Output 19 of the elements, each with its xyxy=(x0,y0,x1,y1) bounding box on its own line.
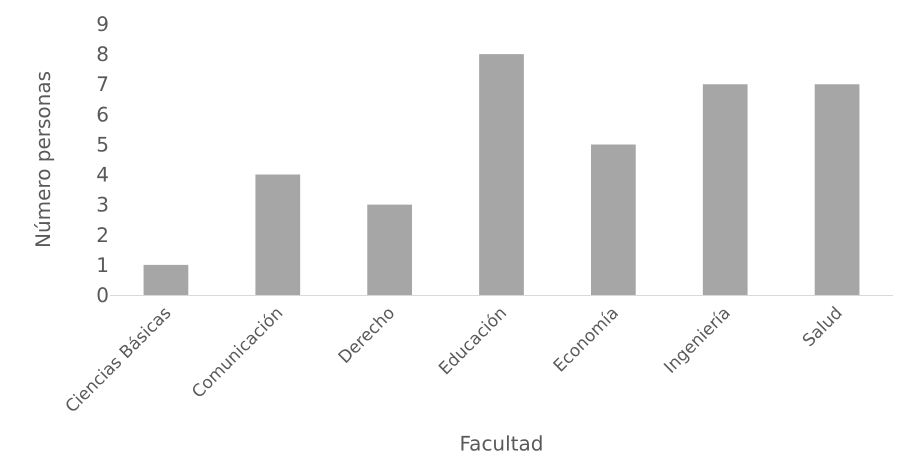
y-tick-label: 2 xyxy=(96,222,109,247)
y-tick-label: 9 xyxy=(96,12,109,36)
y-tick-label: 7 xyxy=(96,72,109,96)
y-tick-label: 0 xyxy=(96,283,109,307)
y-tick-label: 1 xyxy=(96,252,109,277)
x-axis-title: Facultad xyxy=(460,432,544,456)
y-tick-label: 8 xyxy=(96,42,109,66)
bar xyxy=(367,204,412,295)
y-tick-label: 5 xyxy=(96,132,109,156)
bar xyxy=(144,264,188,295)
y-tick-label: 6 xyxy=(96,102,109,126)
y-tick-label: 4 xyxy=(96,162,109,187)
bar xyxy=(479,54,524,295)
y-axis-title: Número personas xyxy=(30,70,55,248)
bar xyxy=(590,144,636,295)
bar xyxy=(814,84,860,295)
bar xyxy=(702,84,748,295)
y-tick-label: 3 xyxy=(96,192,109,217)
bar xyxy=(255,174,300,295)
